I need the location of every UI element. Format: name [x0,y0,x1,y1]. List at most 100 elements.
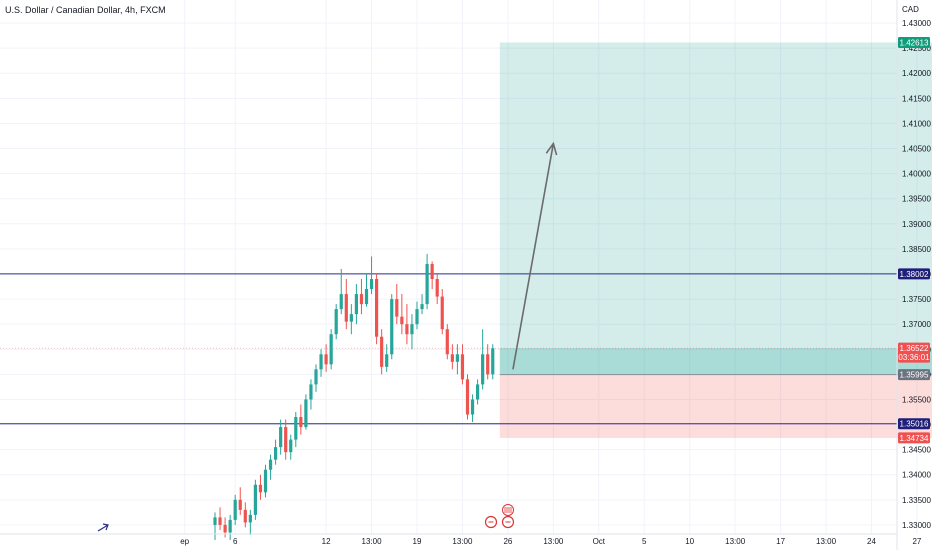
candle-up [364,289,369,305]
candle-down [486,354,490,375]
candle-up [253,484,257,515]
candle-up [425,263,429,305]
open-profit-zone [499,348,932,375]
arrow-shaft[interactable] [512,143,555,370]
candle-up [304,399,308,428]
candle-up [385,354,389,367]
candle-up [289,439,293,453]
currency-label: CAD [902,5,919,14]
candle-down [380,336,384,367]
current-price-value: 1.36522 [900,344,929,353]
candle-down [440,296,444,330]
x-tick-label: 19 [413,537,422,546]
candle-up [354,294,358,315]
candle-up [481,354,485,385]
time-axis[interactable]: ep 6 12 13:00 19 13:00 26 13:00 Oct 5 10 13:00 17 13:… [180,537,932,546]
arrow-head[interactable] [545,141,558,156]
trend-arrow[interactable] [97,141,558,532]
stop-price-badge [898,432,930,444]
event-markers[interactable] [484,504,515,529]
y-tick-label: 1.39000 [902,220,931,229]
x-tick-label: 27 [912,537,921,546]
y-tick-label: 1.38500 [902,245,931,254]
candle-down [435,279,439,297]
candle-down [359,294,364,305]
candlesticks [213,253,495,540]
candle-up [349,314,353,322]
y-tick-label: 1.39500 [902,195,931,204]
candle-up [369,279,374,290]
support-price-badge [898,418,930,430]
candle-up [294,417,298,440]
candle-down [460,354,465,380]
candle-down [238,499,242,510]
candle-down [324,354,328,365]
x-tick-label: 24 [867,537,876,546]
candle-down [450,354,454,362]
y-tick-label: 1.42000 [902,69,931,78]
candle-up [314,369,318,385]
target-price-value: 1.42613 [900,38,929,47]
candle-down [430,263,434,280]
x-tick-label: 5 [642,537,647,546]
candle-up [420,304,424,310]
x-tick-label: 13:00 [725,537,746,546]
profit-zone[interactable] [499,42,932,375]
y-tick-label: 1.41000 [902,119,931,128]
loss-zone[interactable] [499,374,932,438]
support-price-value: 1.35016 [900,420,929,429]
chart-title: U.S. Dollar / Canadian Dollar, 4h, FXCM [5,5,166,15]
x-tick-label: 17 [776,537,785,546]
y-tick-label: 1.33500 [902,496,931,505]
candle-down [243,509,247,523]
candle-down [258,484,263,493]
candle-down [223,524,227,533]
y-tick-label: 1.43000 [902,19,931,28]
y-tick-label: 1.37500 [902,295,931,304]
target-price-badge [898,36,930,48]
position-zones[interactable] [499,42,932,438]
y-tick-label: 1.33000 [902,521,931,530]
candle-down [465,379,470,415]
candle-up [334,309,338,335]
y-tick-label: 1.34500 [902,446,931,455]
candle-up [410,324,414,335]
candle-up [329,334,333,365]
candle-up [309,384,313,400]
x-tick-label: 13:00 [362,537,383,546]
y-tick-label: 1.41500 [902,94,931,103]
candle-up [470,399,475,415]
candle-up [233,499,237,520]
y-tick-label: 1.35500 [902,395,931,404]
y-tick-label: 1.37000 [902,320,931,329]
candle-up [415,309,419,325]
x-tick-label: Oct [593,537,606,546]
x-tick-label: ep [180,537,189,546]
x-tick-label: 12 [322,537,331,546]
candle-up [390,299,394,355]
resistance-price-value: 1.38002 [900,270,929,279]
candle-up [268,459,273,470]
candle-down [344,294,348,322]
candle-down [218,517,222,525]
candle-up [248,514,252,523]
x-tick-label: 10 [685,537,694,546]
level-lines[interactable] [0,273,897,425]
candle-down [284,427,288,453]
small-arrow-icon [97,523,109,532]
y-tick-label: 1.34000 [902,471,931,480]
x-tick-label: 13:00 [452,537,473,546]
candle-up [491,348,495,375]
candle-up [339,294,343,310]
candle-up [455,354,459,362]
y-tick-label: 1.42500 [902,44,931,53]
candle-up [274,447,278,460]
candle-down [445,329,449,355]
countdown-timer: 03:36:01 [898,353,930,362]
x-tick-label: 6 [233,537,238,546]
resistance-price-badge [898,268,930,280]
entry-price-value: 1.35995 [900,371,929,380]
candle-up [213,517,217,525]
